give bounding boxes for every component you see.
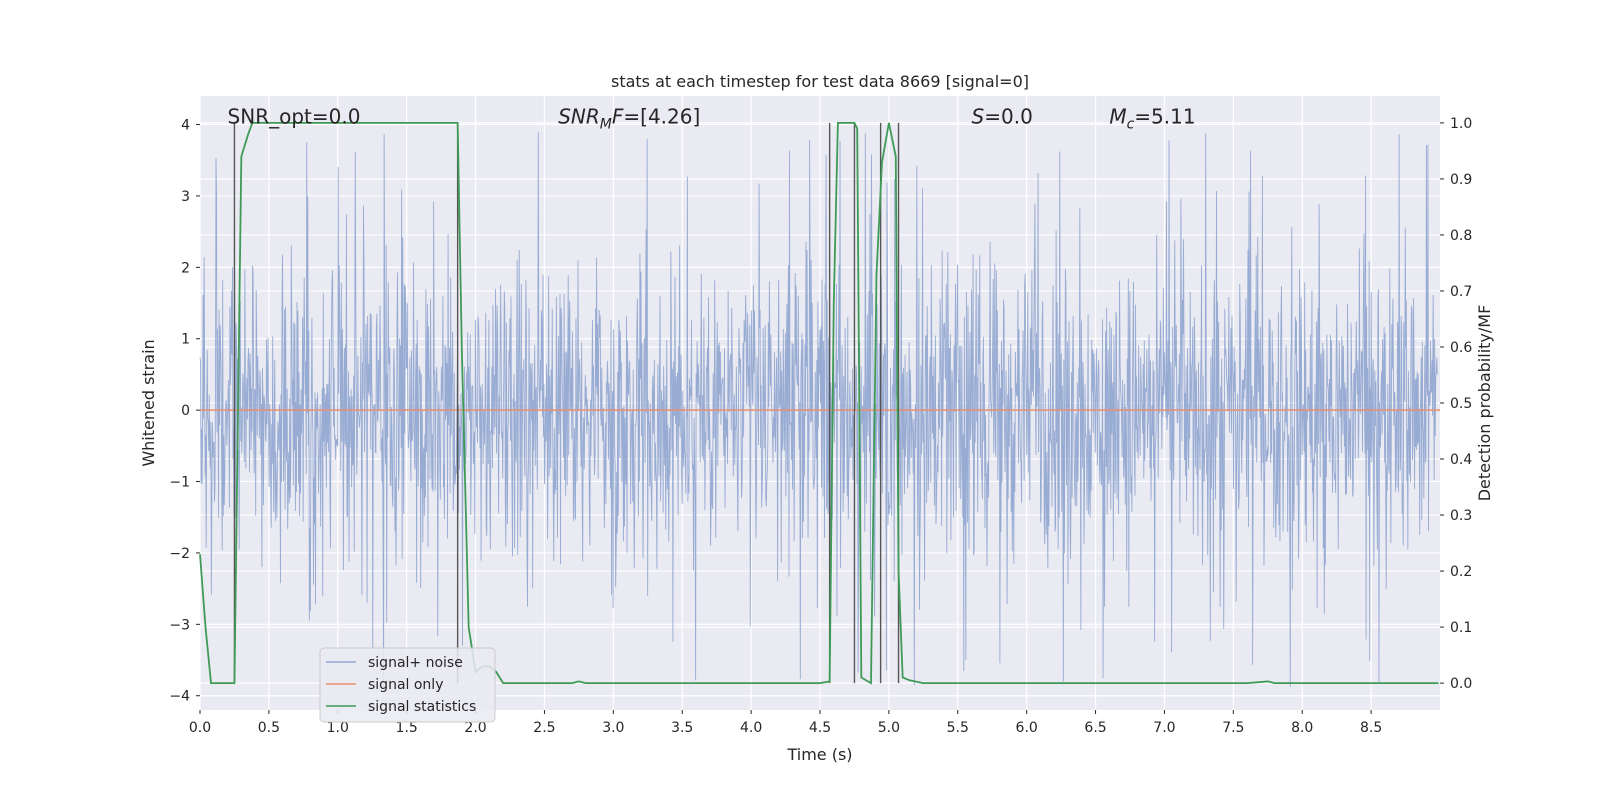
x-tick-label: 3.5 (671, 720, 693, 736)
y2-axis-label: Detection probability/MF (1475, 305, 1494, 502)
x-tick-label: 4.5 (809, 720, 831, 736)
signal-statistics-line (199, 121, 1439, 685)
x-tick-label: 8.0 (1291, 720, 1313, 736)
y2-tick-label: 0.1 (1450, 620, 1472, 636)
noise-line (199, 132, 1438, 689)
x-tick-label: 0.5 (258, 720, 280, 736)
y2-tick-label: 1.0 (1450, 116, 1472, 132)
y-tick-label: 3 (181, 189, 190, 205)
y2-tick-label: 0.7 (1450, 284, 1472, 300)
x-axis-label: Time (s) (786, 745, 852, 764)
y2-tick-label: 0.4 (1450, 452, 1472, 468)
y-tick-label: 1 (181, 332, 190, 348)
y2-tick-label: 0.2 (1450, 564, 1472, 580)
y-tick-label: 0 (181, 403, 190, 419)
x-tick-label: 0.0 (189, 720, 211, 736)
y2-tick-label: 0.6 (1450, 340, 1472, 356)
x-tick-label: 5.5 (947, 720, 969, 736)
series-signal-noise (199, 132, 1438, 689)
y2-tick-label: 0.5 (1450, 396, 1472, 412)
y-tick-label: 4 (181, 118, 190, 134)
y-tick-label: −1 (169, 475, 190, 491)
y-tick-label: −3 (169, 617, 190, 633)
y-axis-label: Whitened strain (139, 339, 158, 466)
x-tick-label: 3.0 (602, 720, 624, 736)
y-tick-label: −4 (169, 689, 190, 705)
x-tick-label: 6.5 (1084, 720, 1106, 736)
y-tick-label: 2 (181, 260, 190, 276)
x-tick-label: 1.0 (327, 720, 349, 736)
x-tick-label: 1.5 (396, 720, 418, 736)
y2-tick-label: 0.0 (1450, 676, 1472, 692)
legend-label-signal-only: signal only (368, 677, 443, 693)
legend: signal+ noise signal only signal statist… (319, 647, 496, 723)
x-tick-label: 2.5 (533, 720, 555, 736)
series-signal-statistics (199, 121, 1439, 685)
annotation-s-value: S=0.0 (972, 104, 1033, 128)
x-tick-label: 2.0 (464, 720, 486, 736)
x-tick-label: 6.0 (1016, 720, 1038, 736)
annotation-snr-mf: SNRMF=[4.26] (558, 104, 700, 132)
x-tick-label: 5.0 (878, 720, 900, 736)
y2-tick-label: 0.3 (1450, 508, 1472, 524)
x-tick-label: 8.5 (1360, 720, 1382, 736)
y2-tick-label: 0.9 (1450, 172, 1472, 188)
y2-tick-label: 0.8 (1450, 228, 1472, 244)
annotation-mc-value: Mc=5.11 (1109, 104, 1195, 132)
annotation-snr-opt: SNR_opt=0.0 (228, 104, 361, 128)
x-tick-label: 7.0 (1153, 720, 1175, 736)
annotations: SNR_opt=0.0 SNRMF=[4.26] S=0.0 Mc=5.11 (228, 104, 1196, 132)
chart-title: stats at each timestep for test data 866… (611, 72, 1029, 91)
legend-label-signal-noise: signal+ noise (368, 655, 463, 671)
y-tick-label: −2 (169, 546, 190, 562)
x-tick-label: 7.5 (1222, 720, 1244, 736)
legend-box (319, 647, 496, 723)
axis-ticks: 0.0 0.5 1.0 1.5 2.0 2.5 3.0 3.5 4.0 4.5 5.0 5.5 6.0 6… (169, 116, 1472, 736)
vertical-markers (233, 122, 900, 684)
x-tick-label: 4.0 (740, 720, 762, 736)
legend-label-signal-statistics: signal statistics (368, 699, 476, 715)
